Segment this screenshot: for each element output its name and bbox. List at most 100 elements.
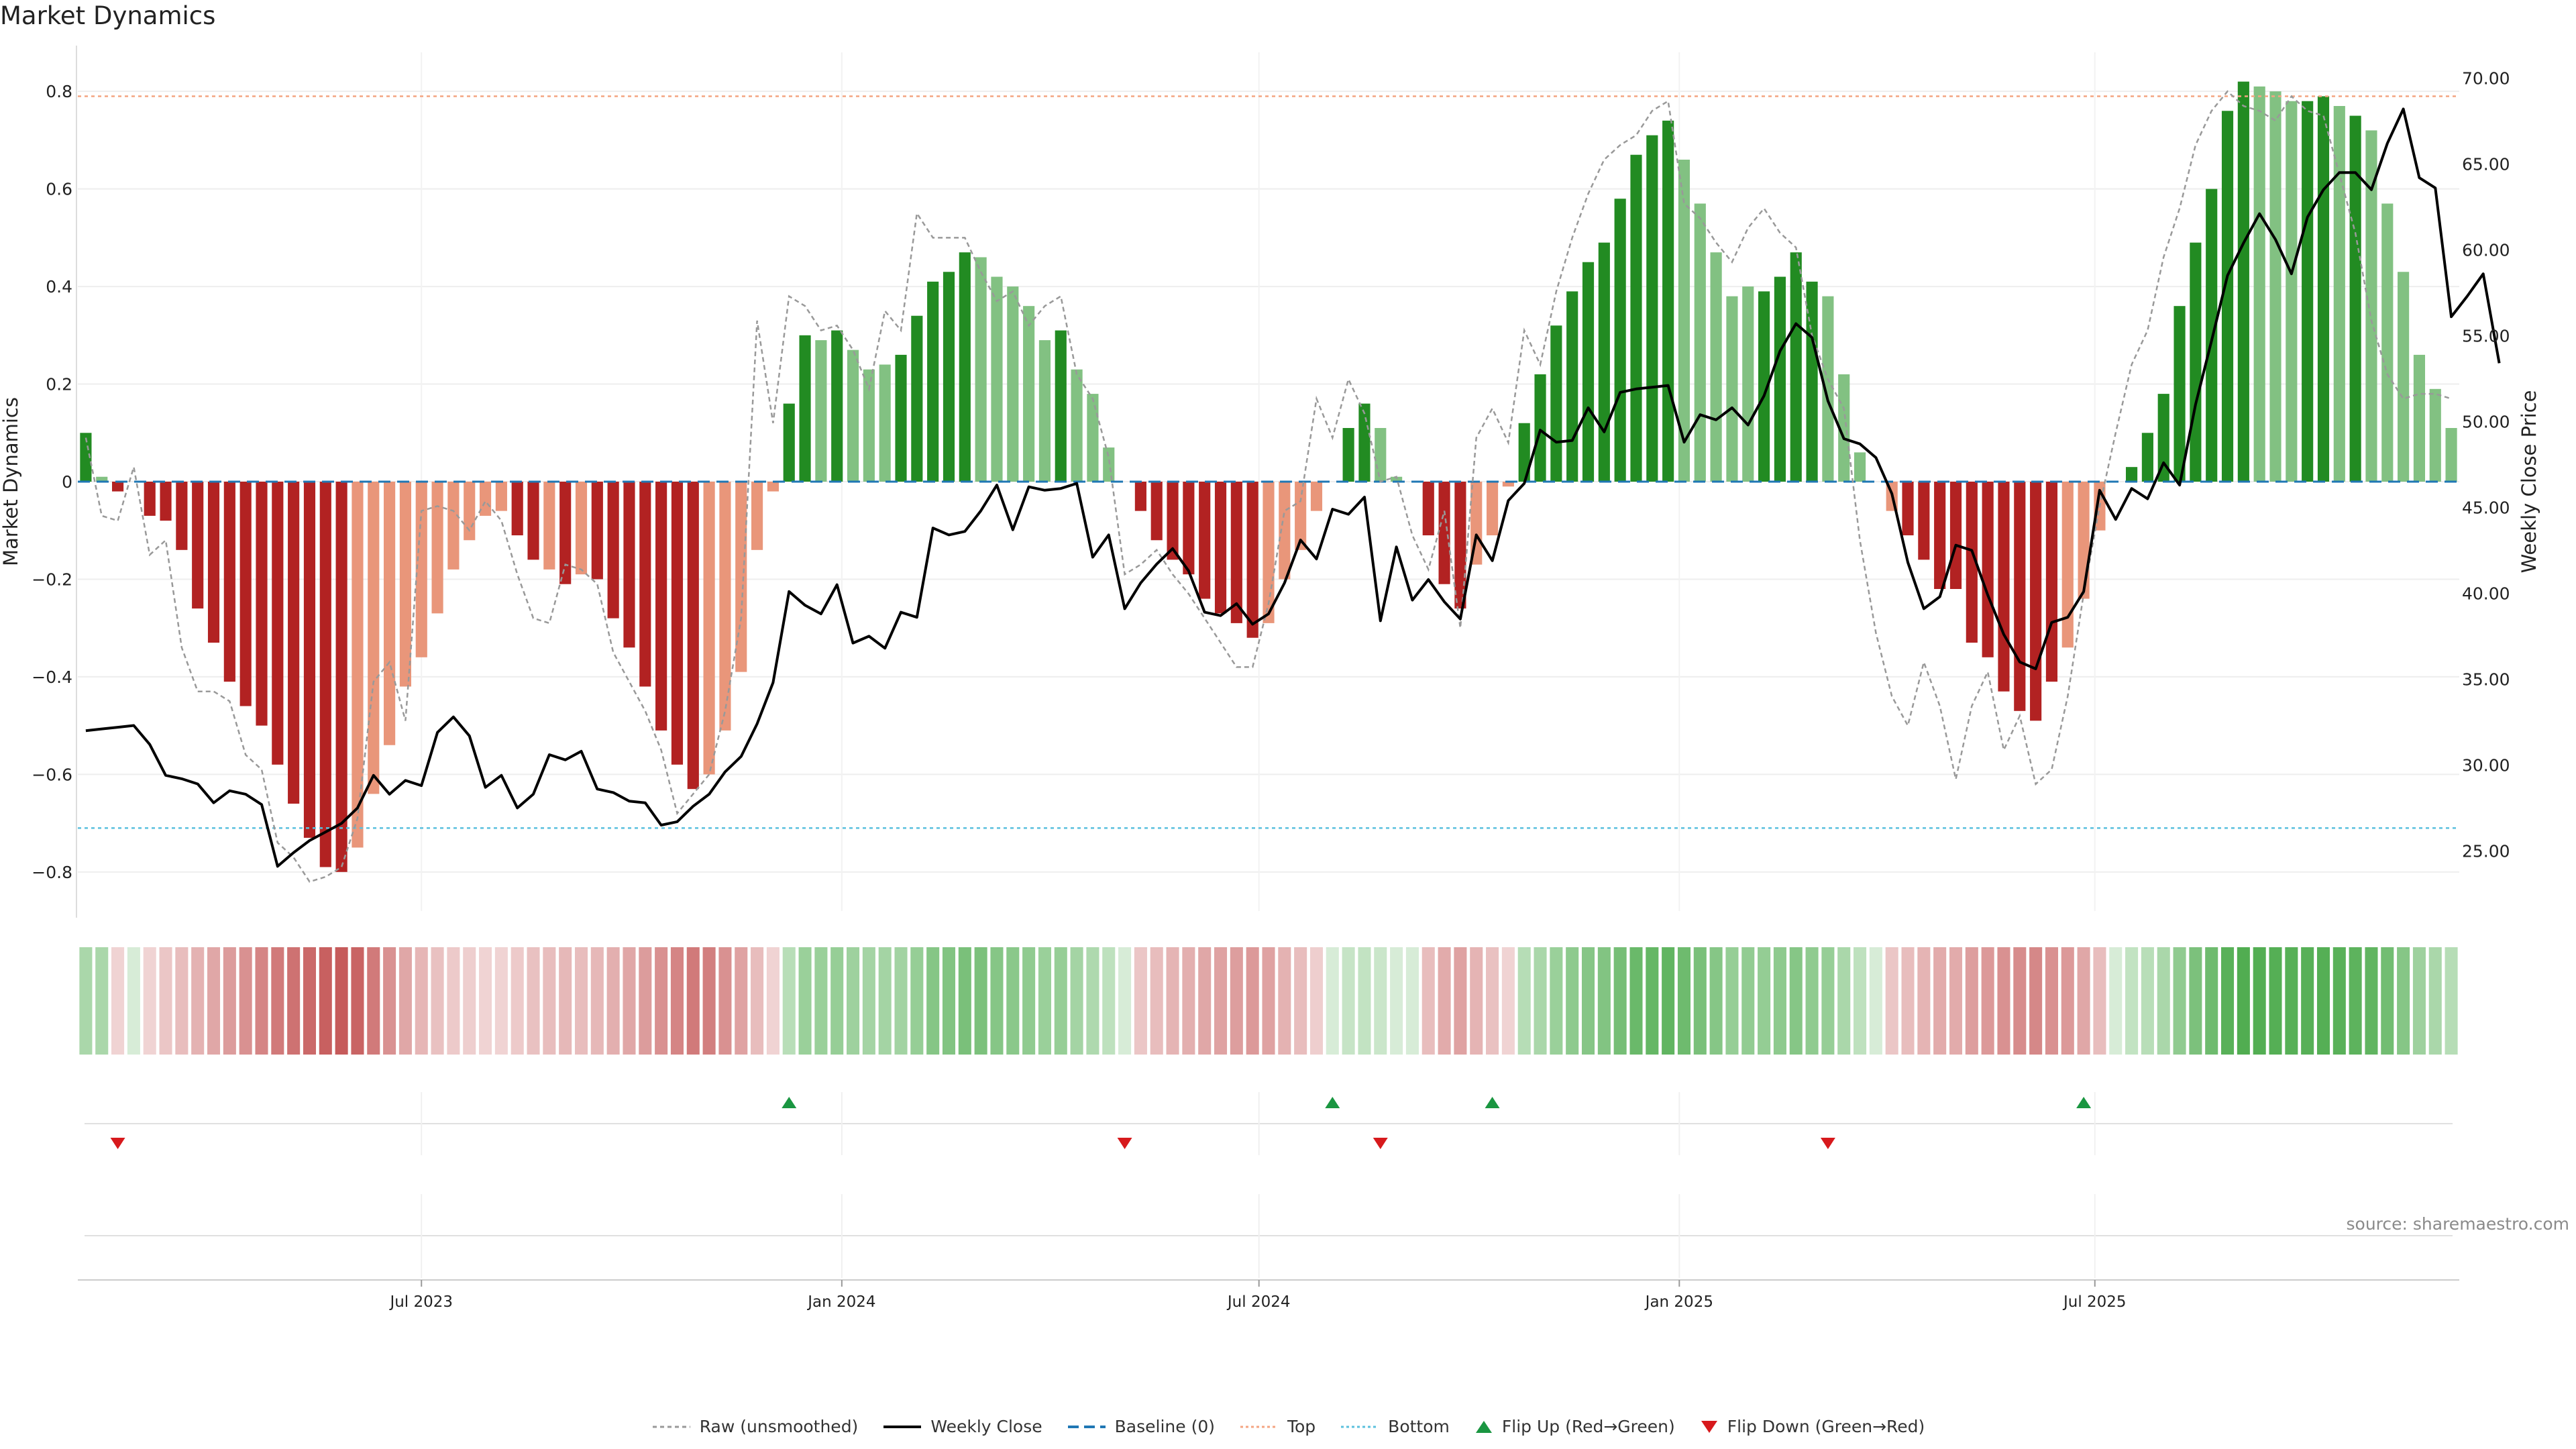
bar	[1454, 482, 1466, 609]
bar	[1534, 374, 1546, 482]
bar	[2061, 482, 2074, 648]
bar	[1710, 252, 1722, 482]
bar	[1902, 482, 1914, 535]
strip-cell	[2301, 947, 2314, 1055]
strip-cell	[1837, 947, 1851, 1055]
bar	[751, 482, 763, 550]
bar	[879, 364, 891, 482]
strip-cell	[2125, 947, 2139, 1055]
y-tick-label: 0.8	[46, 82, 72, 101]
legend: Raw (unsmoothed) Weekly Close Baseline (…	[0, 1417, 2576, 1436]
bar	[1438, 482, 1450, 584]
strip-cell	[1693, 947, 1707, 1055]
strip-cell	[1965, 947, 1978, 1055]
bar	[335, 482, 347, 872]
bar	[1310, 482, 1323, 511]
strip-cell	[367, 947, 380, 1055]
strip-cell	[1006, 947, 1020, 1055]
bar	[863, 369, 875, 482]
bar	[1790, 252, 1802, 482]
strip-cell	[1358, 947, 1371, 1055]
y-tick-label: 0.2	[46, 375, 72, 394]
strip-cell	[1278, 947, 1291, 1055]
bar	[591, 482, 603, 580]
strip-cell	[1390, 947, 1403, 1055]
bar	[1358, 403, 1371, 482]
bar	[2398, 272, 2410, 482]
legend-bottom-label: Bottom	[1388, 1417, 1450, 1436]
bar	[1038, 340, 1051, 482]
flip-up-icon	[1475, 1420, 1492, 1433]
strip-cell	[1997, 947, 2010, 1055]
y2-tick-label: 70.00	[2462, 68, 2510, 88]
bar	[1279, 482, 1291, 580]
bar	[2045, 482, 2058, 682]
bar	[1055, 330, 1067, 482]
bar	[1150, 482, 1163, 541]
strip-cell	[1486, 947, 1499, 1055]
strip-cell	[830, 947, 844, 1055]
strip-cell	[2381, 947, 2394, 1055]
strip-cell	[2397, 947, 2410, 1055]
strip-cell	[926, 947, 940, 1055]
strip-cell	[527, 947, 540, 1055]
bar	[527, 482, 539, 560]
bar	[431, 482, 443, 614]
bar	[176, 482, 188, 550]
bar	[368, 482, 380, 794]
bar	[1502, 482, 1514, 487]
legend-bottom: Bottom	[1340, 1417, 1450, 1436]
legend-flip-up: Flip Up (Red→Green)	[1474, 1417, 1675, 1436]
bar	[1758, 291, 1770, 482]
bar	[256, 482, 268, 726]
y2-axis-label: Weekly Close Price	[2518, 390, 2540, 574]
flip-up-marker	[782, 1097, 797, 1108]
strip-cell	[2285, 947, 2298, 1055]
bar	[2413, 354, 2426, 482]
strip-cell	[1309, 947, 1324, 1055]
strip-cell	[1597, 947, 1611, 1055]
strip-cell	[2412, 947, 2426, 1055]
y-tick-label: −0.6	[32, 765, 72, 784]
strip-cell	[1725, 947, 1739, 1055]
flip-up-marker	[1325, 1097, 1340, 1108]
strip-cell	[2077, 947, 2090, 1055]
strip-cell	[1166, 947, 1179, 1055]
strip-cell	[1534, 947, 1547, 1055]
bar	[2174, 306, 2186, 482]
bar	[1246, 482, 1258, 638]
strip-cell	[1917, 947, 1931, 1055]
bar	[1183, 482, 1195, 575]
bar	[1550, 325, 1562, 482]
strip-cell	[590, 947, 604, 1055]
bar	[2253, 86, 2265, 482]
strip-cell	[1805, 947, 1819, 1055]
strip-cell	[1550, 947, 1563, 1055]
strip-cell	[1374, 947, 1387, 1055]
strip-cell	[1885, 947, 1898, 1055]
strip-cell	[1901, 947, 1915, 1055]
bars	[80, 81, 2457, 872]
strip-cell	[2157, 947, 2170, 1055]
strip-cell	[1646, 947, 1659, 1055]
bar	[96, 476, 108, 482]
bar	[1630, 154, 1642, 482]
strip-cell	[878, 947, 892, 1055]
strip-cell	[383, 947, 396, 1055]
bar	[2030, 482, 2042, 721]
bar	[2190, 242, 2202, 482]
bar	[1342, 428, 1354, 482]
bar	[1023, 306, 1035, 482]
strip-cell	[2029, 947, 2043, 1055]
strip-cell	[2269, 947, 2282, 1055]
strip-cell	[942, 947, 956, 1055]
legend-close-swatch	[883, 1425, 922, 1428]
strip-cell	[335, 947, 348, 1055]
weekly-close-line	[85, 107, 2501, 868]
bar	[2014, 482, 2026, 711]
strip-cell	[910, 947, 924, 1055]
bar	[831, 330, 843, 482]
strip-cell	[2141, 947, 2154, 1055]
strip-cell	[351, 947, 364, 1055]
y2-tick-label: 30.00	[2462, 755, 2510, 775]
